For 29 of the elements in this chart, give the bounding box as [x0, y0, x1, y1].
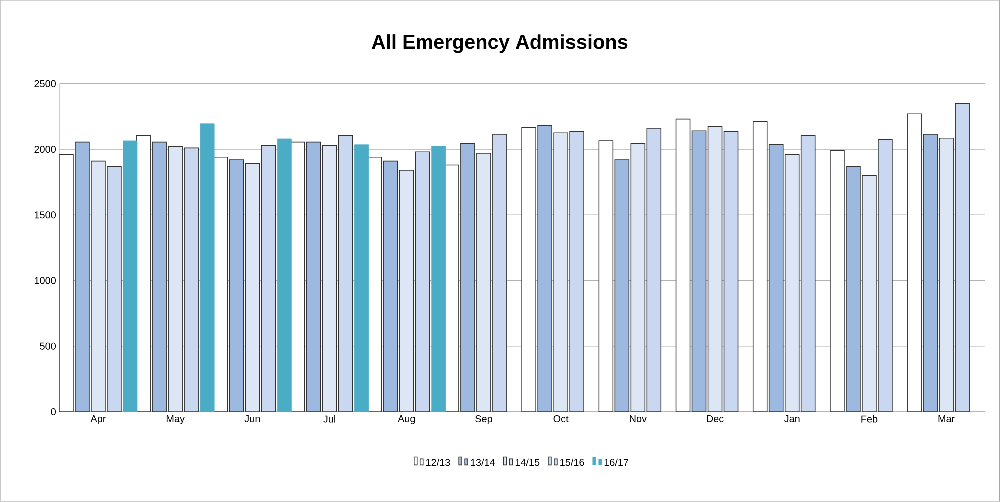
- bar: [200, 124, 215, 412]
- legend-label: 14/15: [516, 458, 540, 466]
- x-tick-label: May: [166, 416, 185, 424]
- x-tick-label: Sep: [476, 416, 492, 425]
- y-tick-label: 1500: [34, 212, 56, 219]
- legend-label: 15/16: [560, 458, 584, 466]
- x-tick-label: Oct: [554, 416, 569, 423]
- x-tick-label: Apr: [90, 416, 106, 424]
- bar: [432, 146, 446, 412]
- bar: [354, 144, 369, 412]
- chart-title: All Emergency Admissions: [372, 34, 628, 54]
- y-tick-label: 1000: [34, 277, 56, 284]
- x-tick-label: Jan: [784, 416, 800, 422]
- x-tick-label: Jun: [244, 416, 260, 422]
- x-tick-label: Mar: [938, 416, 955, 422]
- legend-label: 12/13: [426, 458, 450, 466]
- x-tick-label: Feb: [862, 416, 878, 423]
- y-tick-label: 2500: [34, 80, 56, 88]
- x-tick-label: Nov: [630, 416, 647, 422]
- legend-label: 16/17: [604, 458, 629, 466]
- legend-label: 13/14: [471, 458, 496, 466]
- y-tick-label: 0: [51, 408, 56, 416]
- bar: [123, 140, 138, 412]
- y-tick-label: 500: [40, 342, 56, 350]
- x-tick-label: Dec: [707, 416, 724, 422]
- y-tick-label: 2000: [34, 146, 56, 154]
- bar: [277, 138, 292, 412]
- x-tick-label: Jul: [324, 416, 336, 423]
- x-tick-label: Aug: [398, 416, 416, 424]
